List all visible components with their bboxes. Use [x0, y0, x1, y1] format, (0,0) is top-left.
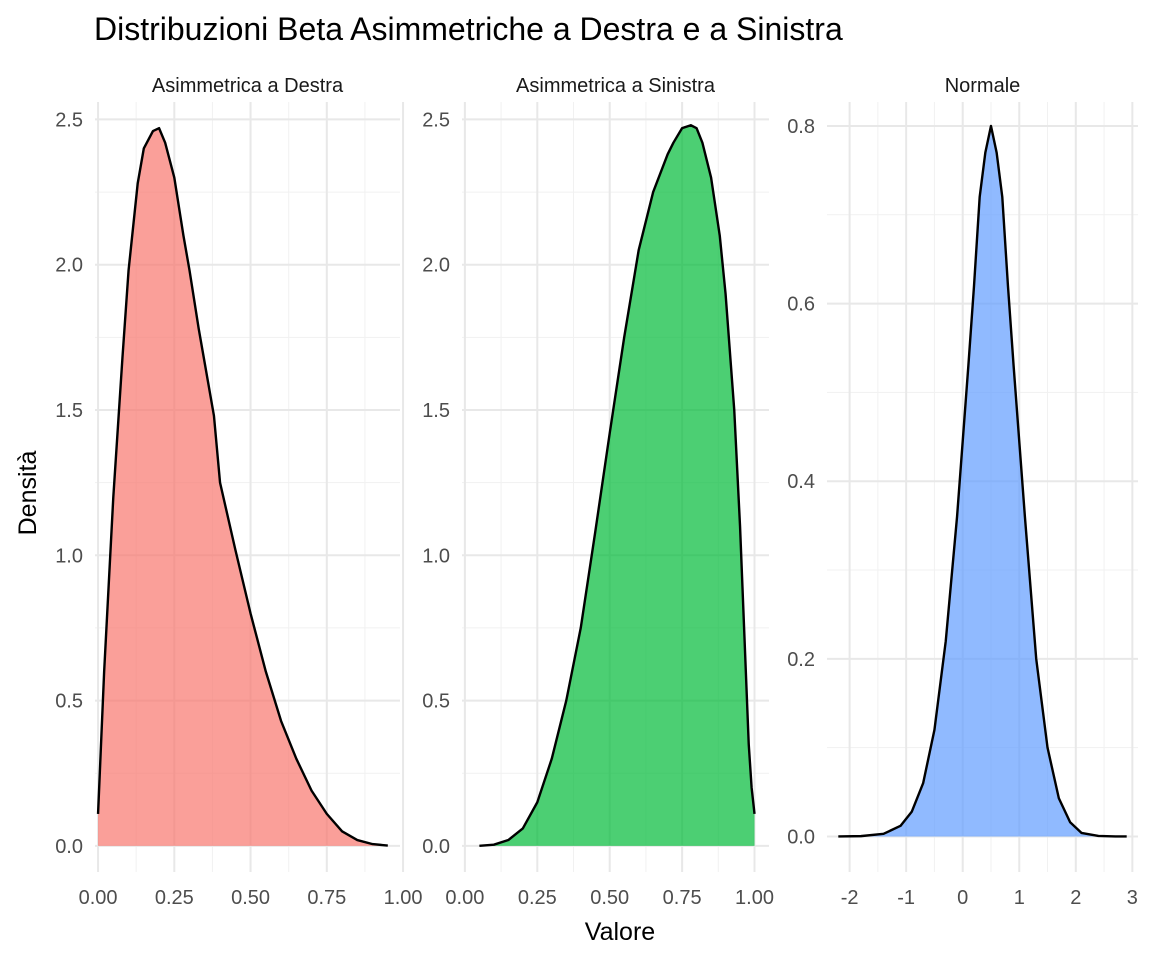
x-tick-label: 0.00	[79, 887, 118, 909]
density-area	[98, 128, 388, 846]
x-tick-label: 2	[1070, 887, 1081, 909]
density-area	[838, 125, 1127, 837]
density-line	[838, 124, 1127, 838]
density-line	[96, 126, 388, 847]
x-axis-title: Valore	[585, 918, 655, 946]
y-tick-label: 2.5	[55, 109, 83, 131]
x-tick-label: 0.50	[231, 887, 270, 909]
x-tick-label: 0.25	[518, 887, 557, 909]
x-tick-label: 0.00	[445, 887, 484, 909]
y-tick-label: 0.4	[787, 471, 815, 493]
x-tick-label: 0.75	[663, 887, 702, 909]
x-tick-label: 3	[1127, 887, 1138, 909]
chart-title: Distribuzioni Beta Asimmetriche a Destra…	[94, 11, 843, 47]
y-tick-label: 1.0	[55, 545, 83, 567]
facet-strip-label: Asimmetrica a Sinistra	[516, 75, 716, 97]
y-tick-label: 0.6	[787, 294, 815, 316]
facet-strip-label: Normale	[945, 75, 1021, 97]
y-tick-label: 0.8	[787, 116, 815, 138]
y-axis-title: Densità	[14, 451, 42, 536]
x-tick-label: 1.00	[735, 887, 774, 909]
y-tick-label: 0.0	[422, 836, 450, 858]
x-tick-label: -1	[897, 887, 915, 909]
y-tick-label: 2.0	[422, 255, 450, 277]
x-tick-label: 0	[957, 887, 968, 909]
x-tick-label: 0.50	[590, 887, 629, 909]
panel-3: Normale 0.0 0.2 0.4 0.6 0.8 -2 -1 0 1 2 3	[787, 75, 1138, 909]
y-tick-label: 0.0	[55, 836, 83, 858]
y-tick-label: 2.5	[422, 109, 450, 131]
x-tick-label: -2	[841, 887, 859, 909]
x-tick-label: 1	[1014, 887, 1025, 909]
panel-1: Asimmetrica a Destra 0.0 0.5 1.0 1.5 2.0 2.5 0.…	[55, 75, 422, 909]
y-tick-label: 1.0	[422, 545, 450, 567]
facet-panels: Asimmetrica a Destra 0.0 0.5 1.0 1.5 2.0 2.5 0.…	[55, 75, 1138, 909]
y-tick-label: 0.5	[55, 691, 83, 713]
x-tick-label: 1.00	[384, 887, 423, 909]
y-tick-label: 0.5	[422, 691, 450, 713]
y-tick-label: 0.2	[787, 649, 815, 671]
y-tick-label: 1.5	[55, 400, 83, 422]
y-tick-label: 0.0	[787, 826, 815, 848]
x-tick-label: 0.25	[155, 887, 194, 909]
panel-2: Asimmetrica a Sinistra 0.0 0.5 1.0 1.5 2.0 2.5…	[422, 75, 774, 909]
facet-strip-label: Asimmetrica a Destra	[152, 75, 344, 97]
y-tick-label: 1.5	[422, 400, 450, 422]
x-tick-label: 0.75	[307, 887, 346, 909]
y-tick-label: 2.0	[55, 255, 83, 277]
density-line	[479, 124, 756, 848]
density-area	[479, 125, 755, 846]
